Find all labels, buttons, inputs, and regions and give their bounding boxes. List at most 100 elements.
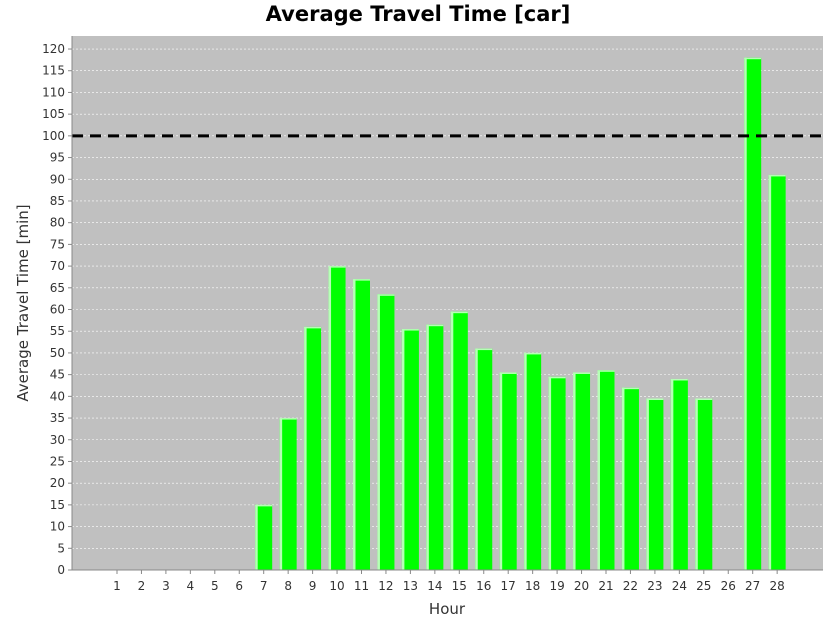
bar-14 <box>426 324 444 570</box>
bar-18 <box>524 352 542 570</box>
y-tick-label: 30 <box>50 433 65 447</box>
bar-highlight-28 <box>768 174 772 571</box>
bar-highlight-12 <box>377 294 380 570</box>
x-tick-label: 6 <box>235 579 243 593</box>
bar-22 <box>621 387 639 570</box>
bar-top-highlight-24 <box>670 378 688 381</box>
x-tick-label: 26 <box>721 579 736 593</box>
bar-top-highlight-21 <box>597 370 615 372</box>
x-tick-label: 27 <box>745 579 760 593</box>
bar-highlight-10 <box>328 266 332 570</box>
bar-highlight-15 <box>450 311 454 570</box>
x-tick-label: 17 <box>501 579 516 593</box>
y-tick-label: 60 <box>50 303 65 317</box>
x-tick-label: 21 <box>598 579 613 593</box>
x-axis-label: Hour <box>429 600 466 618</box>
bar-highlight-23 <box>646 398 649 570</box>
bar-15 <box>450 311 468 570</box>
x-axis-ticks: 1 2 3 4 5 6 7 8 9 10 11 12 13 14 15 16 17 18 19 20 21 22 23 24 2… <box>113 570 785 593</box>
y-tick-label: 55 <box>50 324 65 338</box>
bar-top-highlight-20 <box>573 372 591 374</box>
bar-top-highlight-7 <box>255 504 273 507</box>
x-tick-label: 19 <box>549 579 564 593</box>
y-tick-label: 40 <box>50 389 65 403</box>
bar-highlight-27 <box>744 57 747 570</box>
x-tick-label: 10 <box>329 579 344 593</box>
y-tick-label: 120 <box>42 42 65 56</box>
y-tick-label: 35 <box>50 411 65 425</box>
bar-top-highlight-14 <box>426 324 444 327</box>
x-tick-label: 23 <box>647 579 662 593</box>
x-tick-label: 22 <box>623 579 638 593</box>
bar-top-highlight-13 <box>401 329 419 331</box>
y-tick-label: 80 <box>50 216 65 230</box>
x-tick-label: 24 <box>672 579 687 593</box>
bar-24 <box>670 378 688 570</box>
x-tick-label: 7 <box>260 579 268 593</box>
bar-highlight-22 <box>621 387 625 570</box>
y-tick-label: 95 <box>50 151 65 165</box>
x-tick-label: 13 <box>403 579 418 593</box>
y-axis-label: Average Travel Time [min] <box>14 204 32 401</box>
bar-top-highlight-28 <box>768 174 786 177</box>
grid-lines <box>72 48 823 549</box>
x-tick-label: 9 <box>309 579 317 593</box>
bar-highlight-13 <box>401 329 405 570</box>
x-tick-label: 1 <box>113 579 121 593</box>
x-tick-label: 5 <box>211 579 219 593</box>
chart-title: Average Travel Time [car] <box>266 2 571 26</box>
bar-top-highlight-27 <box>744 57 762 60</box>
bar-highlight-21 <box>597 370 600 570</box>
bar-13 <box>401 329 419 570</box>
x-tick-label: 3 <box>162 579 170 593</box>
bar-11 <box>353 279 370 570</box>
bar-highlight-16 <box>475 348 478 570</box>
bar-top-highlight-12 <box>377 294 395 296</box>
bar-16 <box>475 348 493 570</box>
bar-highlight-14 <box>426 324 429 570</box>
x-tick-label: 12 <box>378 579 393 593</box>
bar-top-highlight-16 <box>475 348 493 351</box>
y-tick-label: 105 <box>42 107 65 121</box>
x-tick-label: 25 <box>696 579 711 593</box>
bar-highlight-18 <box>524 352 527 570</box>
y-tick-label: 115 <box>42 64 65 78</box>
bar-21 <box>597 370 615 570</box>
bar-top-highlight-18 <box>524 352 542 355</box>
bar-top-highlight-15 <box>450 311 468 314</box>
bar-top-highlight-17 <box>499 372 517 374</box>
y-tick-label: 0 <box>57 563 65 577</box>
bar-27 <box>744 57 762 570</box>
bar-7 <box>255 504 273 570</box>
bar-highlight-8 <box>279 418 283 570</box>
y-tick-label: 70 <box>50 259 65 273</box>
y-tick-label: 45 <box>50 368 65 382</box>
bar-20 <box>573 372 591 570</box>
bar-top-highlight-9 <box>304 326 322 329</box>
bar-highlight-7 <box>255 504 258 570</box>
bar-28 <box>768 174 786 571</box>
x-tick-label: 2 <box>138 579 146 593</box>
bar-highlight-25 <box>695 398 698 570</box>
bar-top-highlight-8 <box>279 418 297 420</box>
bar-highlight-20 <box>573 372 576 570</box>
bar-8 <box>279 418 297 570</box>
x-tick-label: 8 <box>284 579 292 593</box>
bar-top-highlight-11 <box>353 279 370 281</box>
x-tick-label: 15 <box>452 579 467 593</box>
y-tick-label: 90 <box>50 172 65 186</box>
x-tick-label: 11 <box>354 579 369 593</box>
bar-highlight-24 <box>670 378 674 570</box>
bar-19 <box>548 376 566 570</box>
x-tick-label: 20 <box>574 579 589 593</box>
y-tick-label: 20 <box>50 476 65 490</box>
bar-23 <box>646 398 664 570</box>
bar-top-highlight-22 <box>621 387 639 390</box>
x-tick-label: 16 <box>476 579 491 593</box>
x-tick-label: 18 <box>525 579 540 593</box>
bar-highlight-11 <box>353 279 356 570</box>
bar-highlight-17 <box>499 372 503 570</box>
bar-9 <box>304 326 322 570</box>
